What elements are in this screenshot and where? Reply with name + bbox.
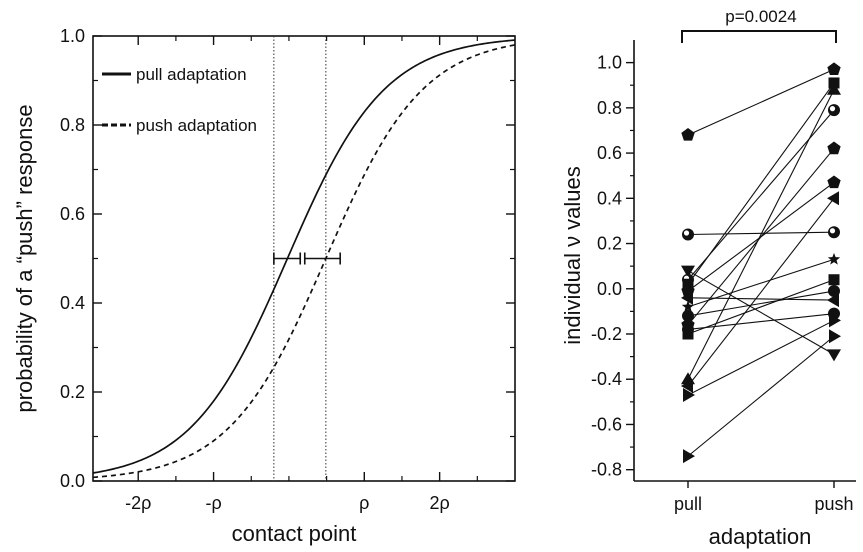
y-tick-label: 0.6: [597, 143, 622, 163]
legend-label-pull: pull adaptation: [136, 65, 247, 84]
marker-triangle-left: [681, 290, 693, 305]
x-tick-label: pull: [674, 494, 702, 514]
y-axis-title: probability of a “push” response: [12, 104, 37, 412]
marker-triangle-down: [681, 265, 695, 278]
y-tick-label: -0.8: [591, 460, 622, 480]
marker-pentagon: [827, 62, 841, 76]
marker-star: [681, 300, 695, 313]
x-tick-label: -ρ: [205, 493, 221, 513]
marker-triangle-right: [683, 388, 695, 403]
marker-pentagon: [827, 141, 841, 155]
y-tick-label: 0.0: [60, 471, 85, 491]
marker-triangle-left: [681, 379, 693, 394]
marker-triangle-up: [827, 82, 841, 95]
marker-circle: [682, 309, 694, 322]
y-tick-label: 1.0: [597, 53, 622, 73]
pair-line: [687, 319, 835, 396]
y-axis-title: individual ν values: [560, 166, 585, 345]
marker-triangle-right: [829, 313, 841, 328]
x-tick-label: push: [814, 494, 853, 514]
marker-triangle-right: [683, 449, 695, 464]
y-tick-label: 1.0: [60, 26, 85, 46]
y-tick-label: -0.6: [591, 414, 622, 434]
marker-pentagon: [681, 127, 695, 141]
curve-push: [92, 44, 516, 479]
marker-triangle-right: [829, 329, 841, 344]
pair-line: [687, 313, 835, 331]
marker-pentagon: [827, 175, 841, 189]
y-tick-label: 0.6: [60, 204, 85, 224]
y-tick-label: 0.4: [597, 188, 622, 208]
y-tick-label: 0.8: [597, 98, 622, 118]
legend-label-push: push adaptation: [136, 116, 257, 135]
y-tick-label: 0.2: [597, 234, 622, 254]
marker-circle: [828, 285, 840, 298]
pair-line: [687, 290, 835, 317]
x-tick-label: -2ρ: [125, 493, 151, 513]
pair-line: [687, 197, 835, 387]
pair-line: [687, 270, 835, 355]
curve-pull: [92, 39, 516, 474]
x-tick-label: ρ: [359, 493, 369, 513]
pair-line: [687, 68, 835, 136]
marker-circle-half-highlight: [683, 230, 690, 236]
marker-triangle-down: [827, 349, 841, 362]
marker-circle-half-highlight: [829, 106, 836, 112]
y-tick-label: 0.2: [60, 382, 85, 402]
pair-line: [687, 258, 835, 308]
marker-triangle-left: [827, 191, 839, 206]
pair-line: [687, 82, 835, 285]
y-tick-label: 0.8: [60, 115, 85, 135]
pair-line: [687, 279, 835, 335]
marker-square: [682, 328, 694, 340]
marker-square: [828, 274, 840, 286]
marker-circle-half-highlight: [829, 228, 836, 234]
significance-bracket: [681, 30, 837, 43]
x-tick-label: 2ρ: [430, 493, 450, 513]
left-chart: 0.0 0.2 0.4 0.6 0.8 1.0 -2ρ -ρ ρ 2ρ contact point p…: [12, 26, 516, 546]
right-chart: -0.8 -0.6 -0.4 -0.2 0.0 0.2 0.4 0.6 0.8 1.0 pull pu…: [560, 7, 856, 549]
x-axis-title: adaptation: [709, 524, 812, 549]
pair-line: [687, 148, 835, 326]
y-tick-label: 0.4: [60, 293, 85, 313]
significance-label: p=0.0024: [725, 7, 796, 26]
marker-star: [827, 252, 841, 265]
pair-line: [687, 335, 835, 457]
x-axis-title: contact point: [232, 521, 357, 546]
y-tick-label: -0.2: [591, 324, 622, 344]
pair-line: [687, 297, 835, 301]
pair-line: [687, 89, 835, 380]
y-tick-label: -0.4: [591, 369, 622, 389]
y-tick-label: 0.0: [597, 279, 622, 299]
